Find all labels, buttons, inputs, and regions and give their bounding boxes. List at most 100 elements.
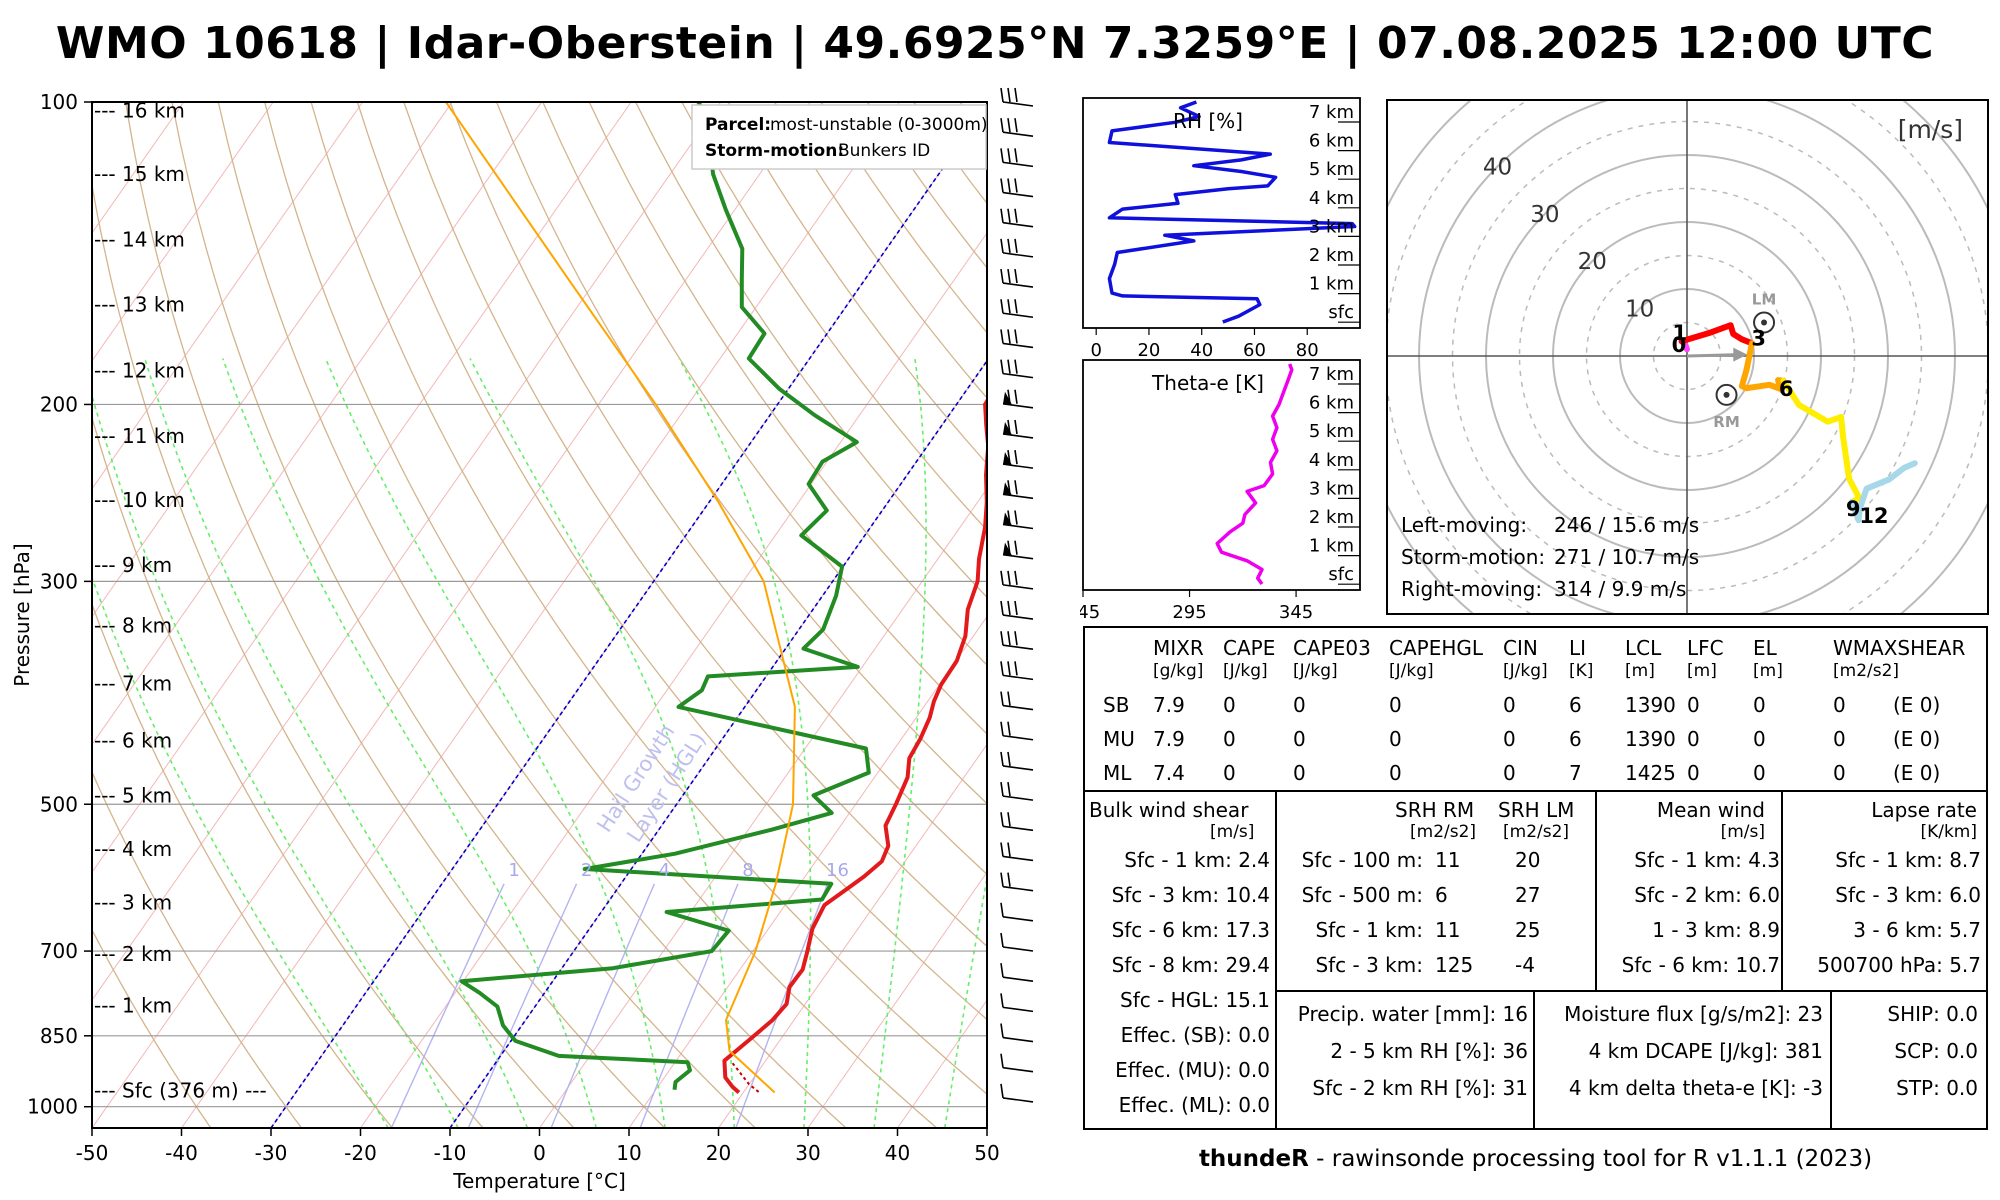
indices-col-unit: [m] <box>1687 661 1717 681</box>
indices-col-header: MIXR <box>1153 636 1204 660</box>
hodograph-legend-label: Left-moving: <box>1401 513 1527 537</box>
lapse-rate-row: 3 - 6 km: 5.7 <box>1853 918 1981 942</box>
srh-row-label: Sfc - 100 m: <box>1301 848 1423 872</box>
wind-barb <box>1000 691 1034 711</box>
wind-barb <box>1000 751 1034 771</box>
indices-cell: 1390 <box>1625 727 1676 751</box>
bulk-shear-row: Sfc - HGL: 15.1 <box>1120 988 1270 1012</box>
wind-barb-feather <box>1014 480 1018 495</box>
indices-col-unit: [g/kg] <box>1153 661 1204 681</box>
x-tick-label: 10 <box>616 1141 641 1165</box>
wind-barb-feather <box>1000 902 1004 917</box>
isotherm-line <box>807 871 987 1128</box>
wind-barb <box>1000 661 1034 681</box>
wind-barb <box>1000 178 1034 198</box>
isotherm-line <box>539 487 987 1128</box>
indices-cell: 0 <box>1503 727 1516 751</box>
wind-barb-feather <box>1014 299 1018 314</box>
profile-height-label: 5 km <box>1309 421 1354 442</box>
indices-cell: 0 <box>1293 761 1306 785</box>
bulk-shear-unit: [m/s] <box>1210 822 1255 842</box>
dry-adiabat-line <box>588 102 987 667</box>
wind-barb-feather <box>1007 661 1011 676</box>
bulk-shear-row: Sfc - 6 km: 17.3 <box>1111 918 1270 942</box>
composite-index-row: SCP: 0.0 <box>1894 1039 1978 1063</box>
isotherm-line <box>92 102 274 362</box>
profile-x-tick-label: 40 <box>1190 340 1213 361</box>
wind-barb <box>1000 932 1034 952</box>
profile-RH-line <box>1107 100 1357 324</box>
indices-col-header: CAPEHGL <box>1389 636 1484 660</box>
sounding-temperature-line <box>722 397 987 1094</box>
wind-barb-shaft <box>1002 191 1034 198</box>
mean-wind-row: Sfc - 2 km: 6.0 <box>1634 883 1780 907</box>
x-tick-label: -50 <box>76 1141 109 1165</box>
moist-adiabat-line <box>469 358 736 1128</box>
mean-wind-row: 1 - 3 km: 8.9 <box>1652 918 1780 942</box>
x-tick-label: -40 <box>165 1141 198 1165</box>
x-tick-label: 0 <box>533 1141 546 1165</box>
composite-index-row: SHIP: 0.0 <box>1887 1002 1978 1026</box>
lapse-rate-unit: [K/km] <box>1920 822 1977 842</box>
srh-lm-value: 25 <box>1515 918 1541 942</box>
wind-barb-feather <box>1000 661 1004 676</box>
hodograph-legend-label: Right-moving: <box>1401 577 1542 601</box>
wind-barb-feather <box>1007 450 1011 465</box>
wind-barb-shaft <box>1002 1036 1034 1043</box>
wind-barb-shaft <box>1002 584 1034 590</box>
wind-barb-feather <box>1000 600 1004 616</box>
indices-cell: 0 <box>1687 693 1700 717</box>
dry-adiabat-line <box>92 770 303 1128</box>
profile-height-label: 7 km <box>1309 364 1354 385</box>
lapse-rate-row: Sfc - 3 km: 6.0 <box>1835 883 1981 907</box>
wind-barb-shaft <box>1002 553 1034 560</box>
wind-barb-feather <box>1000 238 1004 254</box>
indices-cell: 0 <box>1753 727 1766 751</box>
wind-barb <box>1002 450 1034 469</box>
wind-barb-feather <box>1000 993 1004 1008</box>
bulk-shear-row: Effec. (MU): 0.0 <box>1115 1058 1270 1082</box>
flux-row: 4 km DCAPE [J/kg]: 381 <box>1588 1039 1823 1063</box>
wind-barb-feather <box>1014 178 1018 193</box>
x-tick-label: -30 <box>255 1141 288 1165</box>
wind-barb <box>1000 1023 1034 1043</box>
profile-height-label: 2 km <box>1309 245 1354 266</box>
wind-barb <box>1000 781 1034 801</box>
rh-profile-panel: 7 km 6 km 5 km 4 km 3 km 2 km 1 km sfc RH [%] 0 20… <box>1082 97 1361 361</box>
wind-barb-feather <box>1014 661 1018 676</box>
footer-tool-desc: - rawinsonde processing tool for R v1.1.… <box>1308 1146 1873 1172</box>
wind-barb <box>1000 902 1034 922</box>
srh-lm-title: SRH LM <box>1498 798 1575 822</box>
hodograph-height-label: 9 <box>1846 497 1861 521</box>
mixing-ratio-line <box>390 883 505 1128</box>
wind-barb-feather <box>1007 691 1011 706</box>
mixing-ratio-label: 4 <box>659 860 670 881</box>
height-label: --- Sfc (376 m) --- <box>94 1078 267 1102</box>
wind-barb-feather <box>1014 600 1018 616</box>
sounding-dewpoint-line <box>459 102 871 1091</box>
hodograph-ring-label: 20 <box>1578 249 1607 275</box>
indices-col-header: WMAXSHEAR <box>1833 636 1966 660</box>
indices-col-header: LI <box>1569 636 1587 660</box>
mean-wind-row: Sfc - 6 km: 10.7 <box>1621 953 1780 977</box>
indices-cell: 6 <box>1569 727 1582 751</box>
wind-barb-feather <box>1007 238 1011 254</box>
storm-marker-label: RM <box>1713 413 1739 431</box>
wind-barb-feather <box>1014 540 1018 555</box>
wind-barb <box>1000 570 1034 590</box>
mixing-ratio-line <box>735 883 829 1128</box>
height-label: --- 5 km <box>94 783 172 807</box>
hodograph-height-label: 3 <box>1751 326 1766 350</box>
wind-barb-feather <box>1000 721 1004 736</box>
isotherm-line <box>92 102 543 746</box>
indices-lower-area: Bulk wind shear [m/s] Sfc - 1 km: 2.4 Sfc -… <box>1085 790 1986 1128</box>
indices-cell: 0 <box>1503 761 1516 785</box>
wind-barb-shaft <box>1002 161 1034 168</box>
srh-rm-value: 11 <box>1435 848 1461 872</box>
profile-x-tick-label: 80 <box>1296 340 1319 361</box>
indices-col-unit: [m2/s2] <box>1833 661 1900 681</box>
profile-x-tick-label: 345 <box>1279 602 1313 623</box>
height-label: --- 1 km <box>94 994 172 1018</box>
wind-barb-shaft <box>1002 825 1034 832</box>
